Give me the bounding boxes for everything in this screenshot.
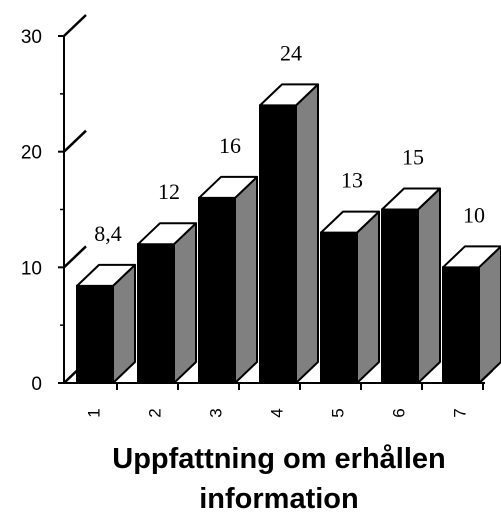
x-tick-label: 5 — [328, 408, 347, 417]
bar-front-face — [442, 266, 480, 385]
bar-7 — [442, 245, 501, 385]
bar-top-face — [259, 83, 319, 107]
bar-front-face — [381, 208, 419, 384]
x-tick-label: 2 — [145, 408, 164, 417]
x-tick-label: 6 — [389, 408, 408, 417]
data-label: 8,4 — [94, 221, 122, 246]
x-axis-title-line-2: information — [199, 483, 359, 515]
x-tick-label: 3 — [206, 408, 225, 417]
bar-side-face — [295, 83, 319, 384]
bar-front-face — [76, 284, 114, 384]
bar-side-face — [478, 245, 501, 384]
bar-2 — [137, 222, 197, 384]
data-label: 13 — [341, 168, 363, 193]
chart-bars — [76, 83, 501, 385]
bar-side-face — [417, 187, 441, 384]
bar-front-face — [198, 196, 236, 384]
bar-front-face — [137, 243, 175, 384]
bar-6 — [381, 187, 441, 384]
data-label: 24 — [280, 40, 302, 65]
y-tick-label: 20 — [21, 143, 42, 164]
bar-5 — [320, 210, 380, 384]
y-tick-label: 30 — [21, 27, 42, 48]
y-depth-mark — [63, 129, 87, 153]
bar-front-face — [259, 104, 297, 385]
bar-top-face — [198, 175, 258, 199]
bar-3 — [198, 175, 258, 384]
bar-side-face — [356, 210, 380, 384]
y-depth-mark — [63, 245, 87, 269]
bar-front-face — [320, 231, 358, 384]
y-depth-mark — [63, 14, 87, 37]
bar-side-face — [234, 175, 258, 384]
bar-top-face — [137, 222, 197, 246]
x-tick-label: 1 — [84, 408, 103, 417]
bar-1 — [76, 263, 136, 384]
bar-top-face — [381, 187, 441, 211]
x-tick-label: 7 — [450, 408, 469, 417]
x-tick-label: 4 — [267, 408, 286, 417]
chart-labels: 8,4 1 12 2 16 3 24 4 13 5 15 6 10 7 — [84, 40, 485, 417]
data-label: 15 — [402, 145, 424, 170]
bar-side-face — [173, 222, 197, 384]
bar-top-face — [442, 245, 501, 269]
chart-axes: 0 10 20 30 — [21, 14, 494, 395]
y-tick-label: 10 — [21, 258, 42, 279]
y-tick-label: 0 — [31, 374, 42, 395]
bar-top-face — [320, 210, 380, 234]
data-label: 16 — [219, 133, 241, 158]
bar-4 — [259, 83, 319, 385]
data-label: 12 — [158, 179, 180, 204]
data-label: 10 — [463, 202, 485, 227]
bar-top-face — [76, 263, 136, 287]
x-axis-title-line-1: Uppfattning om erhållen — [112, 443, 446, 475]
